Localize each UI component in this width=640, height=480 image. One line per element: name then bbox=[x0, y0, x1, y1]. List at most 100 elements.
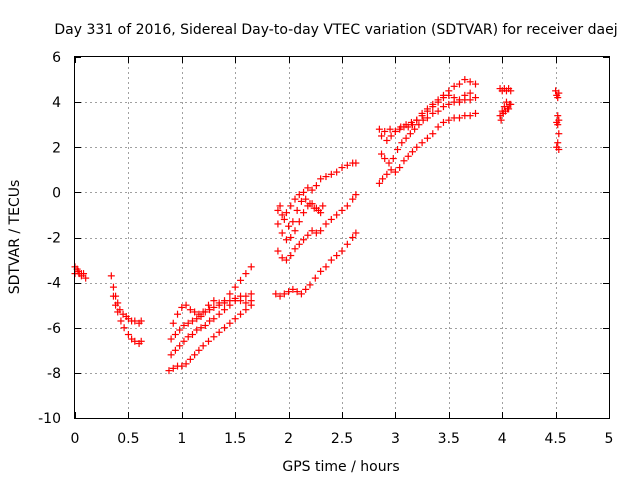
x-tick-label: 5 bbox=[605, 431, 614, 447]
data-point bbox=[315, 206, 323, 214]
data-point bbox=[385, 159, 393, 167]
data-point bbox=[167, 335, 175, 343]
data-point bbox=[247, 290, 255, 298]
data-point bbox=[429, 130, 437, 138]
data-point bbox=[322, 263, 330, 271]
data-point bbox=[114, 308, 122, 316]
data-point bbox=[300, 236, 308, 244]
data-point bbox=[215, 299, 223, 307]
data-point bbox=[272, 290, 280, 298]
data-point bbox=[455, 114, 463, 122]
y-tick-label: 0 bbox=[52, 185, 61, 201]
data-point bbox=[391, 168, 399, 176]
data-point bbox=[555, 130, 563, 138]
data-point bbox=[282, 236, 290, 244]
data-point bbox=[396, 164, 404, 172]
chart-title: Day 331 of 2016, Sidereal Day-to-day VTE… bbox=[54, 22, 617, 38]
data-point bbox=[343, 240, 351, 248]
data-point bbox=[472, 94, 479, 102]
data-point bbox=[182, 360, 190, 368]
data-point bbox=[375, 179, 383, 187]
data-point bbox=[308, 227, 316, 235]
data-point bbox=[555, 89, 563, 97]
data-point bbox=[415, 121, 423, 129]
grid bbox=[75, 57, 609, 418]
data-point bbox=[379, 175, 387, 183]
data-point bbox=[381, 155, 389, 163]
data-point bbox=[554, 112, 562, 120]
data-point bbox=[304, 231, 312, 239]
data-point bbox=[280, 290, 288, 298]
data-point bbox=[466, 96, 474, 104]
data-point bbox=[180, 321, 188, 329]
data-point bbox=[287, 202, 295, 210]
data-point bbox=[497, 116, 505, 124]
data-point bbox=[167, 351, 175, 359]
data-point bbox=[311, 274, 319, 282]
data-point bbox=[418, 112, 426, 120]
data-point bbox=[343, 202, 351, 210]
data-point bbox=[455, 96, 463, 104]
data-point bbox=[300, 209, 308, 217]
data-point bbox=[506, 100, 514, 108]
data-point bbox=[378, 132, 386, 140]
data-point bbox=[186, 355, 194, 363]
data-point bbox=[242, 292, 250, 300]
data-point bbox=[306, 281, 314, 289]
data-point bbox=[402, 121, 410, 129]
data-point bbox=[387, 166, 395, 174]
data-point bbox=[423, 107, 431, 115]
data-point bbox=[285, 222, 293, 230]
data-point bbox=[349, 195, 357, 203]
data-point bbox=[333, 252, 341, 260]
data-point bbox=[188, 317, 196, 325]
data-point bbox=[310, 204, 318, 212]
data-point bbox=[205, 301, 212, 309]
data-point bbox=[191, 308, 199, 316]
data-point bbox=[287, 252, 295, 260]
data-point bbox=[472, 80, 479, 88]
data-point bbox=[413, 116, 421, 124]
x-tick-label: 2.5 bbox=[331, 431, 353, 447]
data-point bbox=[178, 362, 186, 370]
x-tick-label: 1.5 bbox=[224, 431, 246, 447]
data-point bbox=[411, 125, 419, 133]
data-point bbox=[210, 333, 218, 341]
data-point bbox=[381, 127, 389, 135]
data-point bbox=[352, 159, 360, 167]
data-point bbox=[247, 297, 255, 305]
data-point bbox=[317, 267, 325, 275]
data-point bbox=[280, 215, 288, 223]
data-point bbox=[504, 105, 512, 113]
data-point bbox=[178, 303, 186, 311]
data-point bbox=[439, 118, 447, 126]
data-point bbox=[383, 170, 391, 178]
data-point bbox=[375, 125, 383, 133]
data-point bbox=[210, 303, 218, 311]
x-axis-title: GPS time / hours bbox=[282, 459, 399, 475]
x-tick-labels: 0 0.5 1 1.5 2 2.5 3 3.5 4 4.5 5 bbox=[71, 431, 614, 447]
data-point bbox=[169, 364, 177, 372]
data-point bbox=[402, 134, 410, 142]
data-point bbox=[378, 150, 386, 158]
data-point bbox=[297, 197, 305, 205]
y-tick-label: -10 bbox=[38, 411, 61, 427]
data-point bbox=[282, 209, 290, 217]
data-point bbox=[450, 94, 458, 102]
data-point bbox=[461, 91, 469, 99]
y-tick-labels: -10 -8 -6 -4 -2 0 2 4 6 bbox=[38, 50, 61, 427]
data-point bbox=[276, 292, 284, 300]
data-point bbox=[317, 227, 325, 235]
data-point bbox=[210, 315, 218, 323]
data-point bbox=[274, 220, 282, 228]
data-point bbox=[221, 297, 229, 305]
data-point bbox=[398, 139, 406, 147]
data-point bbox=[124, 331, 132, 339]
data-point bbox=[461, 76, 469, 84]
data-point bbox=[319, 202, 327, 210]
data-point bbox=[406, 130, 414, 138]
data-point bbox=[455, 80, 463, 88]
data-point bbox=[82, 274, 90, 282]
data-point bbox=[295, 191, 303, 199]
data-point bbox=[137, 317, 145, 325]
